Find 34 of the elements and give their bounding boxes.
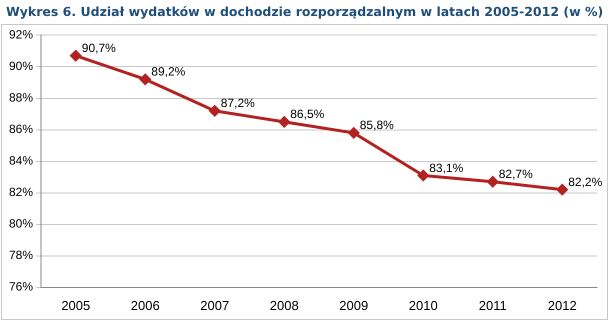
point [348,127,360,138]
data-label: 86,5% [290,107,325,122]
data-label: 90,7% [82,41,116,56]
x-tick-label: 2011 [478,298,507,313]
point [70,50,82,62]
point [487,176,498,188]
x-tick-label: 2007 [200,298,230,313]
x-tick-label: 2009 [339,298,368,313]
data-label: 82,7% [498,167,534,182]
point [209,105,220,116]
y-tick-label: 78% [8,248,34,262]
point [556,184,568,196]
y-tick-label: 80% [8,216,34,231]
x-tick-label: 2012 [548,298,577,313]
data-label: 85,8% [360,118,394,132]
y-tick-label: 84% [8,154,34,168]
y-tick-label: 86% [8,122,34,136]
x-tick-label: 2008 [270,298,299,313]
data-label: 82,2% [568,174,603,189]
x-tick-label: 2010 [408,298,438,313]
y-tick-label: 82% [8,185,34,200]
y-tick-label: 88% [8,90,34,105]
data-label: 89,2% [151,64,186,79]
data-label: 83,1% [429,160,464,175]
x-tick-label: 2006 [130,298,160,313]
chart-title: Wykres 6. Udział wydatków w dochodzie rozporządzalnym w latach 2005-2012 (w %) [6,4,604,21]
point [278,116,290,128]
y-tick-label: 90% [8,59,34,74]
y-tick-label: 92% [8,28,34,42]
point [140,74,151,85]
y-tick-label: 76% [8,280,34,294]
x-tick-label: 2005 [61,298,90,313]
data-label: 87,2% [220,96,256,110]
point [418,170,429,181]
